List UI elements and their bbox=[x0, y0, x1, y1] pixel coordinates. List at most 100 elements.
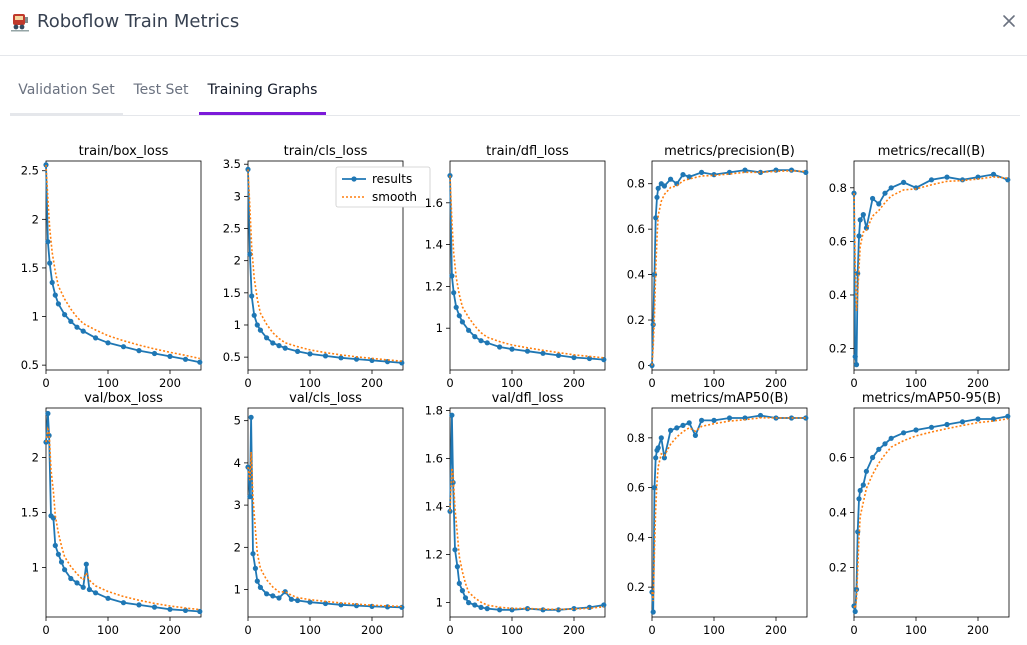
data-point bbox=[254, 322, 260, 328]
y-tick-label: 2 bbox=[32, 451, 39, 465]
data-point bbox=[928, 177, 935, 183]
data-point bbox=[650, 322, 656, 328]
data-point bbox=[668, 427, 674, 433]
y-tick-label: 1.5 bbox=[21, 261, 39, 275]
data-point bbox=[197, 608, 203, 615]
data-point bbox=[668, 176, 674, 182]
plot-frame bbox=[651, 160, 808, 371]
data-point bbox=[803, 169, 809, 175]
data-point bbox=[282, 345, 288, 351]
data-point bbox=[654, 194, 660, 200]
data-point bbox=[555, 607, 562, 613]
data-point bbox=[86, 586, 92, 593]
y-tick-label: 2 bbox=[234, 540, 241, 554]
plot-frame bbox=[45, 160, 202, 371]
data-point bbox=[247, 494, 253, 500]
data-point bbox=[990, 416, 997, 422]
chart-title: metrics/mAP50-95(B) bbox=[862, 391, 1001, 406]
legend-results-label: results bbox=[372, 172, 412, 186]
y-tick-label: 3 bbox=[234, 498, 241, 512]
data-point bbox=[45, 239, 51, 245]
data-point bbox=[251, 312, 257, 318]
data-point bbox=[870, 195, 876, 202]
chart-4: metrics/recall(B) 0 100 200 0.2 0.4 0.6 0.8 bbox=[829, 144, 1011, 390]
chart-1: train/cls_loss 0 100 200 0.5 1 1.5 2 2.5 3 3.5 resu… bbox=[223, 144, 431, 390]
close-icon[interactable] bbox=[999, 11, 1019, 31]
y-tick-label: 0.2 bbox=[829, 342, 847, 356]
y-tick-label: 0.5 bbox=[223, 350, 241, 364]
data-point bbox=[661, 183, 668, 189]
tab-validation-set[interactable]: Validation Set bbox=[10, 66, 123, 115]
data-point bbox=[276, 595, 282, 601]
smooth-line bbox=[45, 164, 200, 360]
data-point bbox=[136, 348, 142, 354]
x-tick-label: 200 bbox=[765, 376, 787, 390]
data-point bbox=[601, 602, 607, 608]
y-tick-label: 1.5 bbox=[223, 286, 241, 300]
data-point bbox=[462, 595, 469, 601]
data-point bbox=[655, 445, 661, 451]
x-tick-label: 100 bbox=[97, 623, 119, 637]
data-point bbox=[852, 608, 858, 615]
y-tick-label: 0.8 bbox=[627, 431, 645, 445]
data-point bbox=[93, 590, 99, 596]
data-point bbox=[478, 604, 484, 610]
data-point bbox=[80, 328, 86, 334]
data-point bbox=[151, 350, 158, 357]
chart-9: metrics/mAP50-95(B) 0 100 200 0.2 0.4 0.6 bbox=[829, 391, 1011, 637]
data-point bbox=[295, 348, 301, 354]
data-point bbox=[120, 344, 127, 350]
data-point bbox=[876, 201, 882, 207]
data-point bbox=[452, 547, 458, 553]
data-point bbox=[856, 496, 862, 502]
data-point bbox=[661, 455, 668, 461]
modal-title: Roboflow Train Metrics bbox=[37, 11, 240, 32]
data-point bbox=[307, 599, 313, 605]
data-point bbox=[653, 455, 659, 461]
data-point bbox=[857, 487, 863, 494]
data-point bbox=[870, 454, 876, 461]
y-tick-label: 3.5 bbox=[223, 157, 241, 171]
x-tick-label: 0 bbox=[446, 623, 453, 637]
y-tick-label: 0.8 bbox=[829, 181, 847, 195]
x-tick-label: 200 bbox=[967, 623, 989, 637]
data-point bbox=[456, 313, 462, 319]
plot-frame bbox=[45, 407, 202, 618]
x-tick-label: 200 bbox=[563, 376, 585, 390]
data-point bbox=[913, 427, 919, 433]
data-point bbox=[651, 485, 658, 491]
y-tick-label: 2 bbox=[32, 212, 39, 226]
chart-title: val/cls_loss bbox=[289, 391, 362, 406]
x-tick-label: 100 bbox=[97, 376, 119, 390]
chart-title: val/box_loss bbox=[84, 391, 163, 406]
data-point bbox=[888, 185, 894, 191]
data-point bbox=[856, 233, 862, 239]
data-point bbox=[699, 169, 705, 175]
data-point bbox=[68, 575, 74, 582]
results-line bbox=[853, 415, 1008, 612]
data-point bbox=[692, 432, 699, 438]
data-point bbox=[509, 346, 515, 352]
plot-frame bbox=[853, 160, 1010, 371]
y-tick-label: 1 bbox=[234, 318, 241, 332]
chart-title: train/box_loss bbox=[79, 144, 169, 159]
x-tick-label: 200 bbox=[967, 376, 989, 390]
data-point bbox=[456, 580, 462, 586]
smooth-line bbox=[853, 176, 1008, 311]
x-tick-label: 0 bbox=[850, 623, 857, 637]
data-point bbox=[680, 172, 686, 178]
y-tick-label: 0.6 bbox=[627, 222, 645, 236]
x-tick-label: 100 bbox=[501, 376, 523, 390]
data-point bbox=[863, 468, 870, 474]
tab-training-graphs[interactable]: Training Graphs bbox=[199, 66, 326, 115]
data-point bbox=[901, 179, 907, 185]
results-line bbox=[651, 169, 806, 366]
data-point bbox=[254, 578, 260, 584]
x-tick-label: 0 bbox=[446, 376, 453, 390]
data-point bbox=[58, 559, 65, 565]
tab-test-set[interactable]: Test Set bbox=[123, 66, 199, 114]
training-graphs-panel: train/box_loss 0 100 200 0.5 1 1.5 2 2.5 train/cl… bbox=[0, 118, 1027, 645]
data-point bbox=[451, 290, 457, 296]
data-point bbox=[686, 174, 692, 180]
y-tick-label: 0.6 bbox=[627, 481, 645, 495]
